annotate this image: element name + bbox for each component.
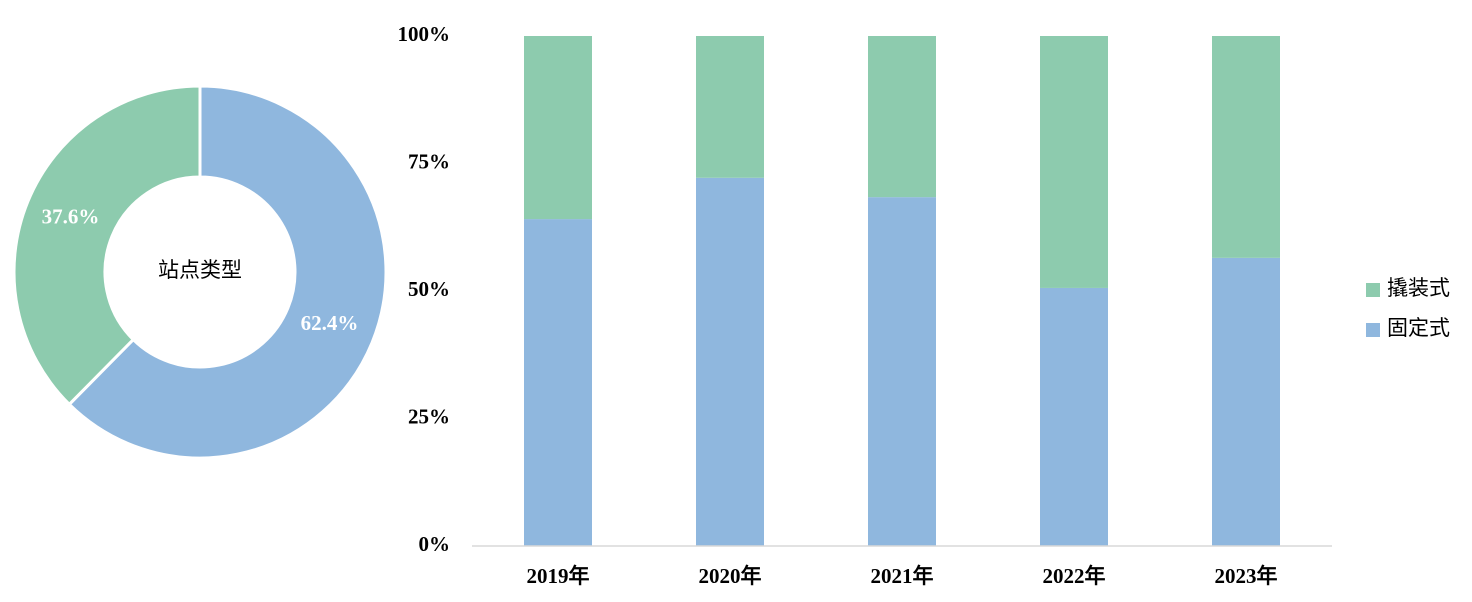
bar-segment [1212,257,1280,546]
y-tick-label: 75% [408,149,450,173]
x-tick-label: 2020年 [699,564,762,588]
bar-segment [524,36,592,220]
pie-slice [12,84,202,407]
y-tick-label: 0% [419,532,451,556]
y-tick-label: 25% [408,404,450,428]
bar-segment [1040,287,1108,546]
bar-segment [1040,36,1108,288]
bar-segment [524,219,592,546]
legend-swatch [1366,283,1380,297]
legend-label: 撬装式 [1387,276,1450,300]
bar-segment [696,36,764,178]
pie-slice [67,84,388,460]
x-tick-label: 2022年 [1043,564,1106,588]
data-label: 37.6% [42,205,100,229]
pie-title: 站点类型 [158,258,242,282]
bar-segment [868,197,936,546]
legend-label: 固定式 [1387,316,1450,340]
x-tick-label: 2019年 [527,564,590,588]
bar-segment [696,177,764,546]
x-tick-label: 2023年 [1215,564,1278,588]
data-label: 62.4% [301,311,359,335]
bar-segment [1212,36,1280,258]
legend-swatch [1366,323,1380,337]
y-tick-label: 100% [398,22,451,46]
x-tick-label: 2021年 [871,564,934,588]
bar-segment [868,36,936,198]
y-tick-label: 50% [408,277,450,301]
